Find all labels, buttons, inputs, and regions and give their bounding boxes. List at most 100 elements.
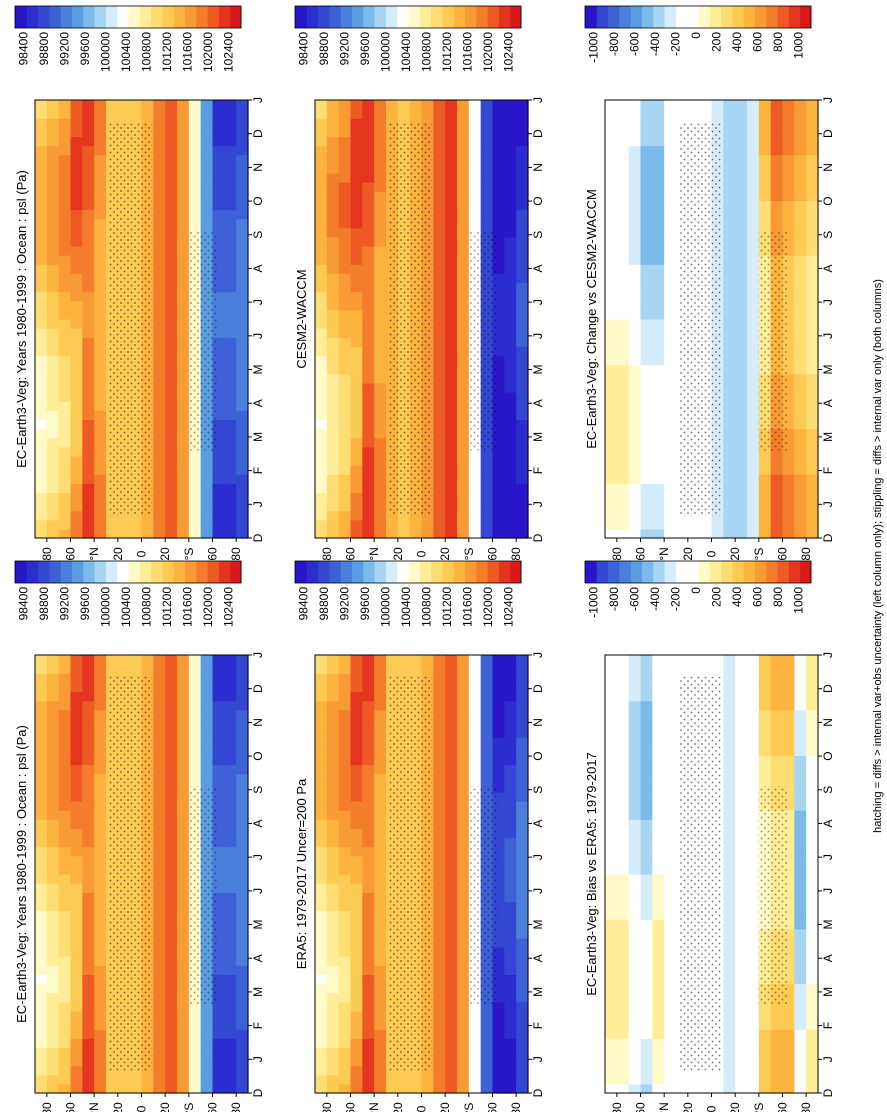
heatmap-cell <box>94 373 107 384</box>
heatmap-cell <box>350 691 363 702</box>
colorbar-swatch <box>362 561 375 583</box>
heatmap-cell <box>315 264 328 274</box>
heatmap-cell <box>640 919 653 930</box>
heatmap-cell <box>236 319 249 329</box>
colorbar-tick-label: 200 <box>710 587 724 607</box>
heatmap-cell <box>200 1056 214 1067</box>
heatmap-cell <box>362 446 375 457</box>
heatmap-cell <box>35 236 48 247</box>
heatmap-cell <box>350 118 363 128</box>
heatmap-cell <box>640 474 653 484</box>
heatmap-cell <box>747 919 760 930</box>
heatmap-cell <box>806 673 819 683</box>
heatmap-cell <box>747 801 760 811</box>
colorbar-tick-label: 200 <box>710 32 724 52</box>
heatmap-cell <box>82 1083 95 1094</box>
heatmap-cell <box>94 773 107 784</box>
heatmap-cell <box>652 446 665 457</box>
colorbar-tick-label: 102400 <box>502 587 516 627</box>
heatmap-cell <box>153 291 166 302</box>
heatmap-cell <box>35 901 48 912</box>
heatmap-cell <box>628 928 642 939</box>
heatmap-cell <box>188 709 202 720</box>
heatmap-cell <box>188 100 202 110</box>
heatmap-cell <box>315 483 328 493</box>
heatmap-cell <box>457 910 470 921</box>
heatmap-cell <box>723 519 736 530</box>
heatmap-cell <box>212 810 225 820</box>
heatmap-cell <box>46 136 60 147</box>
heatmap-cell <box>782 910 795 921</box>
heatmap-cell <box>676 1083 689 1094</box>
heatmap-cell <box>326 700 340 711</box>
heatmap-cell <box>315 828 328 839</box>
heatmap-cell <box>794 1074 807 1085</box>
stippling <box>188 231 219 451</box>
heatmap-cell <box>735 664 748 674</box>
colorbar-swatch <box>509 6 522 28</box>
heatmap-cell <box>212 828 225 839</box>
heatmap-cell <box>504 819 517 829</box>
heatmap-cell <box>374 246 387 256</box>
heatmap-cell <box>165 746 178 756</box>
heatmap-cell <box>177 319 190 329</box>
heatmap-cell <box>165 855 178 866</box>
heatmap-cell <box>445 673 458 683</box>
heatmap-cell <box>326 910 340 921</box>
heatmap-cell <box>758 1047 772 1058</box>
heatmap-cell <box>212 1020 225 1030</box>
heatmap-cell <box>350 1074 363 1085</box>
heatmap-cell <box>58 673 72 683</box>
heatmap-cell <box>504 1038 517 1048</box>
heatmap-cell <box>652 892 665 902</box>
heatmap-cell <box>350 1020 363 1030</box>
colorbar-swatch <box>15 6 27 28</box>
heatmap-cell <box>433 700 446 711</box>
heatmap-cell <box>153 364 166 375</box>
heatmap-cell <box>652 746 665 756</box>
heatmap-cell <box>640 864 653 875</box>
heatmap-cell <box>374 828 387 839</box>
heatmap-cell <box>374 136 387 147</box>
heatmap-cell <box>735 937 748 948</box>
month-tick-label: J <box>251 1056 265 1062</box>
heatmap-cell <box>433 874 446 884</box>
colorbar-swatch <box>709 6 722 28</box>
heatmap-cell <box>433 1010 446 1021</box>
heatmap-cell <box>735 728 748 738</box>
heatmap-cell <box>338 737 352 747</box>
heatmap-cell <box>794 1001 807 1012</box>
heatmap-cell <box>664 501 677 512</box>
heatmap-cell <box>676 664 689 674</box>
heatmap-cell <box>315 528 328 539</box>
heatmap-cell <box>664 819 677 829</box>
heatmap-cell <box>640 801 653 811</box>
heatmap-cell <box>747 819 760 829</box>
heatmap-cell <box>687 528 701 539</box>
heatmap-cell <box>616 709 630 720</box>
heatmap-cell <box>386 109 399 119</box>
heatmap-cell <box>504 919 517 930</box>
heatmap-cell <box>338 1020 352 1030</box>
heatmap-cell <box>236 791 249 802</box>
colorbar-tick-label: 99200 <box>337 32 351 66</box>
heatmap-cell <box>374 474 387 484</box>
heatmap-cell <box>46 419 60 430</box>
heatmap-cell <box>445 791 458 802</box>
heatmap-cell <box>806 528 819 539</box>
heatmap-cell <box>480 474 494 484</box>
heatmap-cell <box>747 691 760 702</box>
heatmap-cell <box>200 1047 214 1058</box>
heatmap-cell <box>758 700 772 711</box>
heatmap-cell <box>212 956 225 966</box>
heatmap-cell <box>421 519 434 530</box>
heatmap-cell <box>664 773 677 784</box>
heatmap-cell <box>794 864 807 875</box>
heatmap-cell <box>82 455 95 466</box>
heatmap-cell <box>224 273 237 284</box>
heatmap-cell <box>212 100 225 110</box>
heatmap-cell <box>326 127 340 138</box>
heatmap-cell <box>457 191 470 201</box>
heatmap-cell <box>46 791 60 802</box>
heatmap-cell <box>616 519 630 530</box>
